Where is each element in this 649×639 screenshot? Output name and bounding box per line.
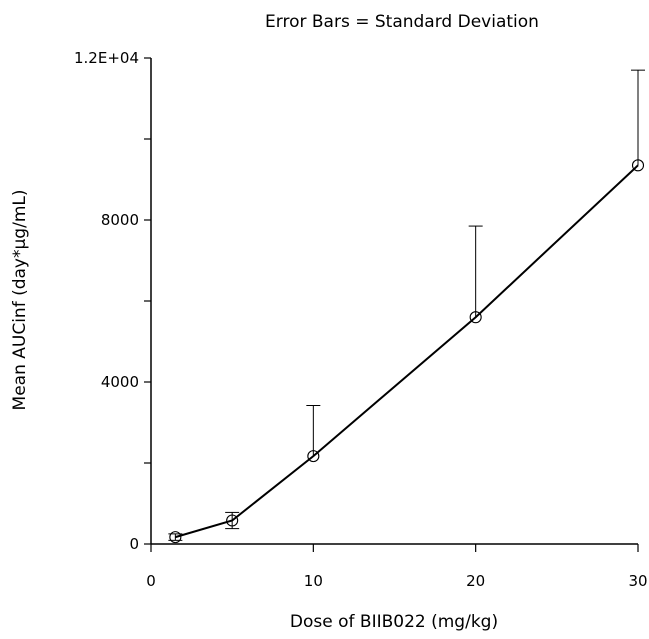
y-tick-label: 1.2E+04 — [74, 49, 139, 67]
data-point-marker — [469, 311, 482, 324]
data-point-marker — [169, 531, 182, 544]
x-ticks: 0 10 20 30 — [146, 544, 648, 590]
data-point-marker — [226, 514, 239, 527]
data-point-marker — [307, 450, 320, 463]
chart-title: Error Bars = Standard Deviation — [265, 12, 539, 32]
series-layer — [168, 69, 645, 544]
x-axis-label: Dose of BIIB022 (mg/kg) — [290, 612, 498, 632]
x-tick-label: 20 — [466, 572, 485, 590]
data-point-marker — [631, 159, 645, 172]
x-tick-label: 30 — [628, 572, 647, 590]
x-tick-label: 10 — [304, 572, 323, 590]
y-tick-label: 8000 — [101, 211, 139, 229]
x-tick-label: 0 — [146, 572, 156, 590]
y-tick-label: 0 — [129, 535, 139, 553]
y-axis-label: Mean AUCinf (day*µg/mL) — [10, 190, 30, 411]
y-ticks: 0 4000 8000 1.2E+04 — [74, 49, 151, 553]
y-tick-label: 4000 — [101, 373, 139, 391]
series-line — [175, 164, 639, 539]
